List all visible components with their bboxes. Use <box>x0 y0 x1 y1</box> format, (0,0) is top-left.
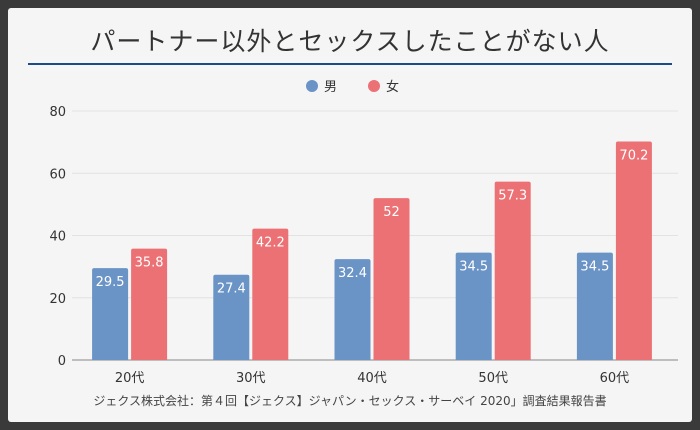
y-tick-label: 40 <box>49 230 66 245</box>
legend-label: 女 <box>386 79 399 95</box>
bar <box>455 252 492 360</box>
data-label: 32.4 <box>338 266 367 281</box>
y-tick-label: 80 <box>49 105 66 120</box>
data-label: 34.5 <box>580 260 609 275</box>
bar <box>131 248 168 360</box>
bar <box>213 274 250 360</box>
bar <box>252 228 289 360</box>
data-label: 35.8 <box>135 256 164 271</box>
data-label: 27.4 <box>217 282 246 297</box>
bar <box>92 268 129 360</box>
title-underline <box>28 63 672 65</box>
y-axis-ticks: 0 20 40 60 80 <box>49 105 66 369</box>
source-note: ジェクス株式会社：第４回【ジェクス】ジャパン・セックス・サーベイ 2020」調査… <box>93 394 607 408</box>
bar <box>373 198 410 360</box>
legend-marker <box>368 80 380 92</box>
y-tick-label: 20 <box>49 292 66 307</box>
bar <box>615 141 652 360</box>
bar <box>576 252 613 360</box>
data-label: 57.3 <box>498 189 527 204</box>
data-label: 70.2 <box>619 149 648 164</box>
bars: 29.5 35.8 27.4 42.2 32.4 52 34.5 57.3 34.5 70.2 <box>92 141 652 360</box>
x-tick-label: 40代 <box>357 371 387 386</box>
y-tick-label: 0 <box>58 354 66 369</box>
x-tick-label: 50代 <box>478 371 508 386</box>
bar <box>494 181 531 360</box>
chart-title: パートナー以外とセックスしたことがない人 <box>90 27 610 56</box>
data-label: 29.5 <box>96 275 125 290</box>
bar <box>334 259 371 360</box>
chart-card: パートナー以外とセックスしたことがない人 0 20 40 60 80 男女 29.5 35… <box>8 8 692 422</box>
x-tick-label: 20代 <box>115 371 145 386</box>
legend-label: 男 <box>324 80 337 95</box>
bar-chart: 020406080 男女 29.535.827.442.232.45234.55… <box>49 79 678 386</box>
data-label: 52 <box>383 205 400 220</box>
x-tick-label: 60代 <box>600 371 630 386</box>
x-tick-label: 30代 <box>236 371 266 386</box>
legend-marker <box>306 80 318 92</box>
data-label: 42.2 <box>256 236 285 251</box>
data-label: 34.5 <box>459 260 488 275</box>
legend: 男女 <box>306 79 399 95</box>
y-tick-label: 60 <box>49 167 66 182</box>
x-axis-ticks: 20代 30代 40代 50代 60代 <box>115 371 629 386</box>
